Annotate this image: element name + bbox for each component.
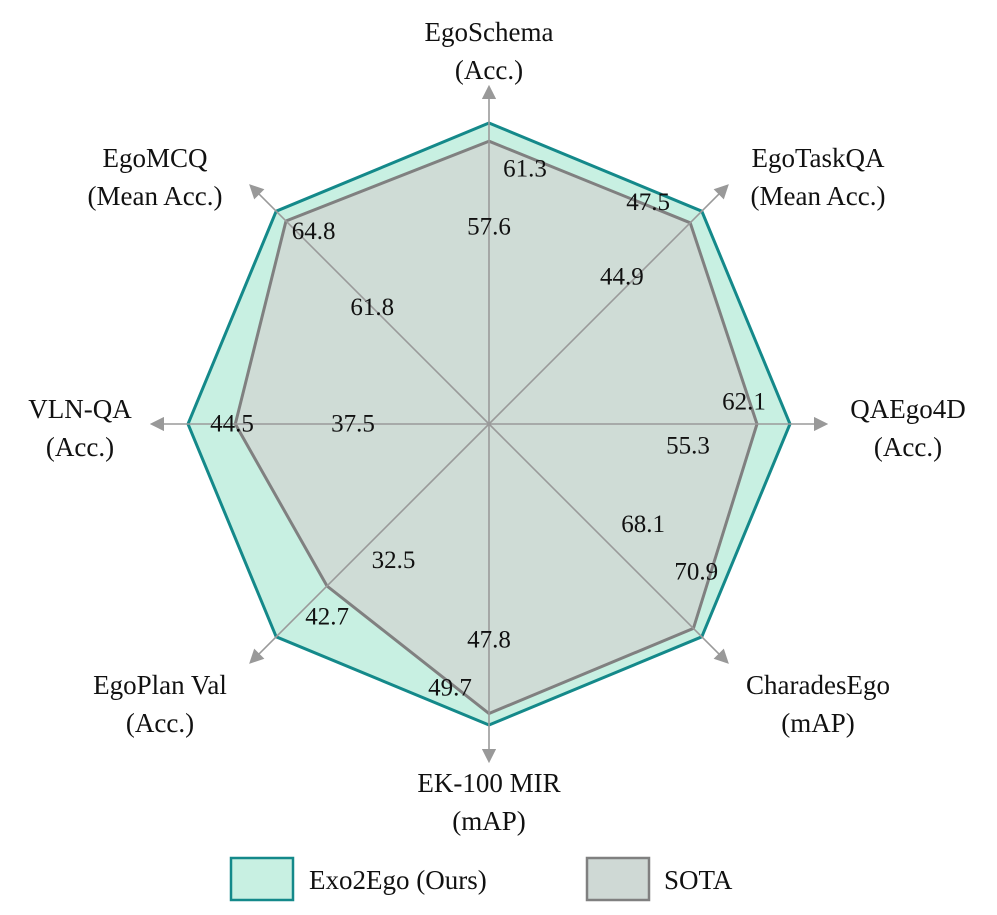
value-labels: 61.3 47.5 62.1 70.9 49.7 42.7 44.5 64.8 57.6 44.9… [210,156,766,702]
value-label-exo2ego-3: 70.9 [674,558,718,585]
axis-name-6: VLN-QA [28,394,132,424]
value-label-sota-3: 68.1 [621,511,665,538]
axis-unit-4: (mAP) [452,806,526,836]
value-label-exo2ego-6: 44.5 [210,411,254,438]
axis-line-5 [249,423,490,664]
legend-label-sota: SOTA [664,865,733,895]
value-label-exo2ego-1: 47.5 [626,189,670,216]
axis-line-7 [249,184,490,425]
value-label-exo2ego-0: 61.3 [503,156,547,183]
axis-line-1 [488,184,729,425]
axis-name-5: EgoPlan Val [93,670,227,700]
value-label-exo2ego-7: 64.8 [292,218,336,245]
axis-name-2: QAEgo4D [850,394,966,424]
value-label-sota-4: 47.8 [467,627,511,654]
axis-names: EgoSchema (Acc.) EgoTaskQA (Mean Acc.) QAEgo… [28,17,965,836]
legend-label-exo2ego: Exo2Ego (Ours) [309,865,487,895]
axis-unit-3: (mAP) [781,708,855,738]
axis-name-4: EK-100 MIR [417,768,560,798]
axes [149,84,829,764]
axis-name-3: CharadesEgo [746,670,890,700]
legend-swatch-exo2ego [229,856,295,902]
axis-unit-1: (Mean Acc.) [751,181,886,211]
axis-unit-6: (Acc.) [46,432,114,462]
axis-name-1: EgoTaskQA [751,143,885,173]
legend: Exo2Ego (Ours) SOTA [229,856,733,902]
axis-unit-2: (Acc.) [874,432,942,462]
value-label-exo2ego-2: 62.1 [722,389,766,416]
axis-name-7: EgoMCQ [102,143,208,173]
axis-name-0: EgoSchema [425,17,554,47]
value-label-sota-1: 44.9 [600,263,644,290]
value-label-exo2ego-4: 49.7 [428,675,472,702]
value-label-sota-2: 55.3 [666,433,710,460]
axis-unit-0: (Acc.) [455,55,523,85]
axis-line-3 [488,423,729,664]
value-label-sota-0: 57.6 [467,214,511,241]
axis-unit-5: (Acc.) [126,708,194,738]
value-label-sota-7: 61.8 [350,294,394,321]
value-label-sota-5: 32.5 [372,547,416,574]
value-label-sota-6: 37.5 [331,411,375,438]
axis-unit-7: (Mean Acc.) [88,181,223,211]
legend-swatch-sota [585,856,651,902]
value-label-exo2ego-5: 42.7 [305,604,349,631]
